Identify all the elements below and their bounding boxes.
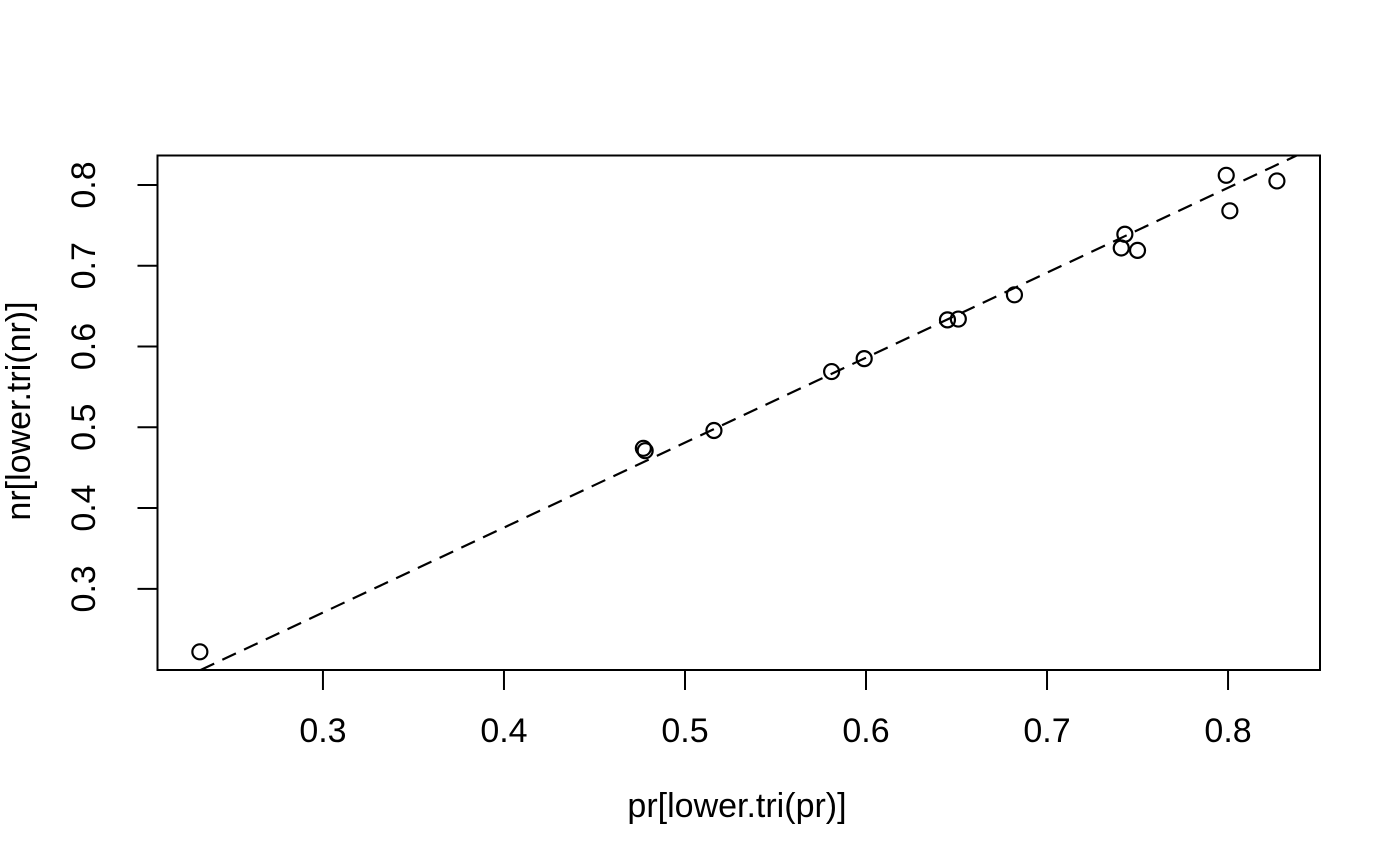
y-tick-label: 0.8 xyxy=(65,161,103,208)
y-tick-label: 0.6 xyxy=(65,323,103,370)
data-point-marker xyxy=(823,362,841,381)
data-point-marker xyxy=(636,442,654,460)
data-point-marker xyxy=(634,439,652,457)
x-axis-label: pr[lower.tri(pr)] xyxy=(627,787,846,825)
y-tick-label: 0.4 xyxy=(65,484,103,531)
data-point-marker xyxy=(855,350,873,368)
data-point-marker xyxy=(191,643,209,661)
data-point-marker xyxy=(938,311,957,329)
data-point-marker xyxy=(1005,286,1024,304)
data-point-marker xyxy=(949,310,967,328)
y-tick-label: 0.3 xyxy=(65,565,103,612)
x-tick-label: 0.3 xyxy=(299,712,346,750)
y-axis-label: nr[lower.tri(nr)] xyxy=(0,301,38,520)
trend-line xyxy=(200,154,1298,671)
data-point-marker xyxy=(1116,225,1134,243)
data-point-marker xyxy=(1221,202,1239,220)
y-tick-label: 0.7 xyxy=(65,242,103,289)
data-point-marker xyxy=(1217,166,1235,184)
x-tick-label: 0.7 xyxy=(1023,712,1070,750)
data-point-marker xyxy=(705,421,723,440)
data-points-group xyxy=(191,166,1286,661)
x-axis-ticks: 0.3 0.4 0.5 0.6 0.7 0.8 xyxy=(299,670,1252,750)
trend-line-group xyxy=(200,154,1298,671)
plot-frame xyxy=(156,154,1321,671)
x-tick-label: 0.8 xyxy=(1204,712,1251,750)
data-point-marker xyxy=(1268,172,1286,190)
x-tick-label: 0.4 xyxy=(480,712,527,750)
y-tick-label: 0.5 xyxy=(65,404,103,451)
x-tick-label: 0.5 xyxy=(661,712,708,750)
y-axis-ticks: 0.3 0.4 0.5 0.6 0.7 0.8 xyxy=(65,161,158,612)
data-point-marker xyxy=(1128,241,1147,260)
data-point-marker xyxy=(1112,239,1130,257)
x-tick-label: 0.6 xyxy=(842,712,889,750)
